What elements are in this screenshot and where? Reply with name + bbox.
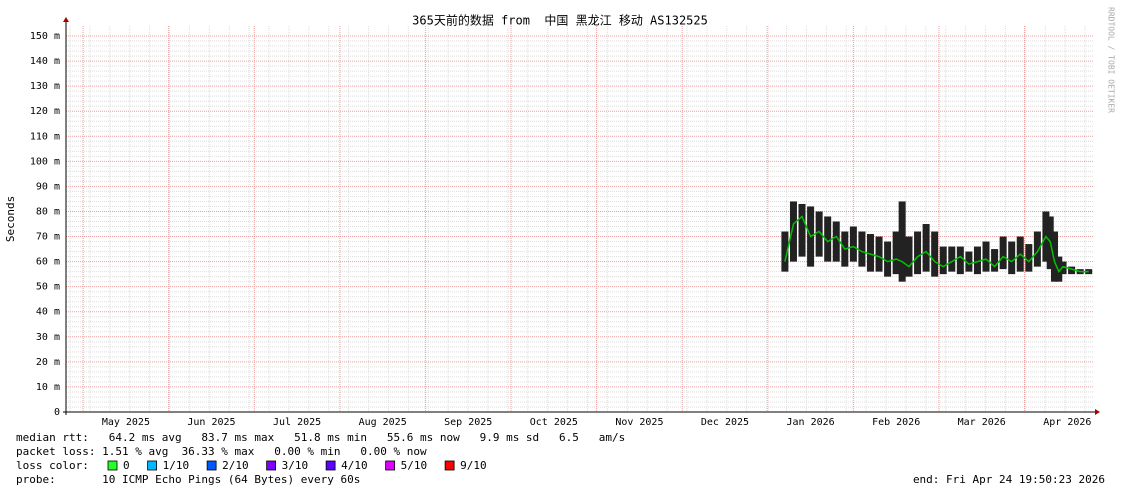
smoke-band [1085, 269, 1093, 275]
y-tick-label: 70 m [36, 232, 60, 243]
y-tick-label: 120 m [30, 106, 60, 117]
y-tick-label: 90 m [36, 181, 60, 192]
loss-color-label: 0 [123, 459, 130, 472]
x-tick-label: Nov 2025 [615, 417, 663, 428]
x-tick-label: May 2025 [102, 417, 150, 428]
x-tick-label: Feb 2026 [872, 417, 920, 428]
axis-arrow [1095, 409, 1100, 415]
smoke-band [973, 246, 981, 275]
loss-color-label: 2/10 [222, 459, 249, 472]
smoke-band [982, 241, 990, 272]
smoke-band [858, 231, 866, 267]
loss-color-label: loss color: [16, 459, 89, 472]
y-tick-label: 100 m [30, 156, 60, 167]
loss-stats: packet loss: 1.51 % avg 36.33 % max 0.00… [16, 445, 427, 458]
axis-arrow [63, 17, 69, 22]
y-tick-label: 50 m [36, 282, 60, 293]
smoke-band [789, 201, 797, 262]
loss-color-label: 4/10 [341, 459, 368, 472]
smoke-band [866, 234, 874, 272]
y-tick-label: 80 m [36, 206, 60, 217]
smoke-band [1008, 241, 1016, 275]
rtt-stats: median rtt: 64.2 ms avg 83.7 ms max 51.8… [16, 431, 625, 444]
y-tick-label: 110 m [30, 131, 60, 142]
smoke-band [824, 216, 832, 262]
loss-color-swatch [107, 460, 118, 471]
loss-color-label: 3/10 [282, 459, 309, 472]
loss-color-swatch [147, 460, 158, 471]
smoke-band [948, 246, 956, 272]
smoke-band [1033, 231, 1041, 267]
smoke-band [781, 231, 789, 272]
y-tick-label: 130 m [30, 81, 60, 92]
x-tick-label: Dec 2025 [701, 417, 749, 428]
x-tick-label: Jul 2025 [273, 417, 321, 428]
smoke-band [1068, 266, 1076, 275]
loss-color-label: 9/10 [460, 459, 487, 472]
smoke-band [1025, 244, 1033, 272]
smoke-band [884, 241, 892, 277]
y-axis-label: Seconds [4, 196, 17, 242]
smoke-band [1059, 261, 1067, 275]
smoke-band [832, 221, 840, 262]
x-tick-label: Jun 2025 [187, 417, 235, 428]
loss-color-swatch [325, 460, 336, 471]
x-tick-label: Aug 2025 [359, 417, 407, 428]
smoke-band [914, 231, 922, 275]
y-tick-label: 30 m [36, 332, 60, 343]
smoke-band [939, 246, 947, 275]
x-tick-label: Apr 2026 [1043, 417, 1091, 428]
x-tick-label: Mar 2026 [958, 417, 1006, 428]
loss-color-swatch [385, 460, 396, 471]
watermark: RRDTOOL / TOBI OETIKER [1107, 7, 1116, 113]
x-tick-label: Sep 2025 [444, 417, 492, 428]
median-line [784, 215, 1089, 274]
smoke-band [892, 231, 900, 275]
smoke-band [875, 236, 883, 272]
smoke-band [849, 226, 857, 262]
smoke-band [1055, 256, 1063, 282]
loss-color-swatch [266, 460, 277, 471]
y-tick-label: 20 m [36, 357, 60, 368]
smoke-band [905, 236, 913, 277]
y-tick-label: 150 m [30, 31, 60, 42]
smoke-band [1050, 231, 1058, 282]
loss-color-label: 1/10 [163, 459, 190, 472]
chart-title: 365天前的数据 from 中国 黑龙江 移动 AS132525 [412, 13, 708, 28]
loss-color-swatch [444, 460, 455, 471]
smoke-band [798, 203, 806, 257]
probe-info: probe: 10 ICMP Echo Pings (64 Bytes) eve… [16, 473, 360, 486]
smoke-band [898, 201, 906, 282]
loss-color-swatch [206, 460, 217, 471]
loss-color-label: 5/10 [401, 459, 428, 472]
y-tick-label: 0 [54, 407, 60, 418]
smoke-band [999, 236, 1007, 270]
smoke-band [965, 251, 973, 272]
y-tick-label: 60 m [36, 257, 60, 268]
y-tick-label: 40 m [36, 307, 60, 318]
y-tick-label: 140 m [30, 56, 60, 67]
smoke-band [922, 224, 930, 272]
y-tick-label: 10 m [36, 382, 60, 393]
end-time: end: Fri Apr 24 19:50:23 2026 [913, 473, 1105, 486]
x-tick-label: Jan 2026 [786, 417, 834, 428]
smoke-band [815, 211, 823, 257]
smoke-band [931, 231, 939, 277]
smoke-band [991, 249, 999, 272]
smoke-band [956, 246, 964, 275]
x-tick-label: Oct 2025 [530, 417, 578, 428]
